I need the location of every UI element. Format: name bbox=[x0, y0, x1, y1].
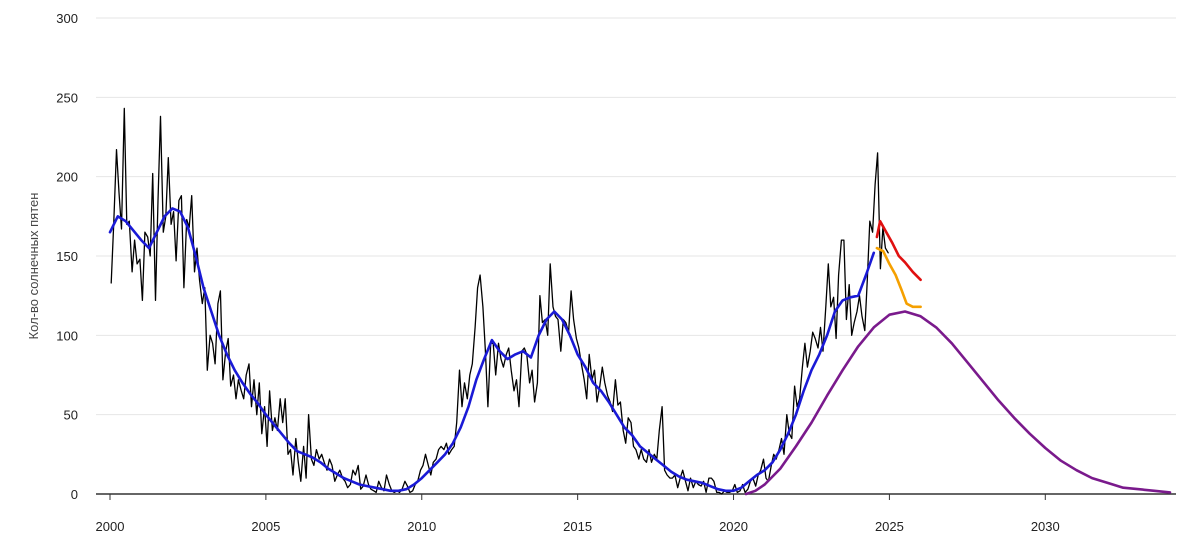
series-prediction-orange-line bbox=[875, 246, 922, 309]
series-smoothed-line bbox=[108, 207, 876, 493]
x-tick-label: 2020 bbox=[719, 519, 748, 534]
y-tick-label: 100 bbox=[56, 328, 78, 343]
series-lines bbox=[108, 107, 1172, 496]
x-tick-label: 2000 bbox=[96, 519, 125, 534]
y-axis-title: Кол-во солнечных пятен bbox=[26, 193, 41, 340]
series-monthly-line bbox=[110, 107, 889, 495]
x-tick-label: 2010 bbox=[407, 519, 436, 534]
y-tick-label: 250 bbox=[56, 90, 78, 105]
series-prediction-red-line bbox=[875, 219, 922, 282]
y-tick-label: 50 bbox=[64, 408, 78, 423]
grid-lines bbox=[96, 17, 1176, 416]
y-tick-label: 150 bbox=[56, 249, 78, 264]
y-tick-label: 200 bbox=[56, 170, 78, 185]
axes: 0 50 100 150 200 250 300 2000 2005 2010 2015 2020 20… bbox=[56, 11, 1176, 534]
x-tick-label: 2005 bbox=[251, 519, 280, 534]
x-tick-label: 2015 bbox=[563, 519, 592, 534]
y-tick-label: 300 bbox=[56, 11, 78, 26]
x-tick-label: 2025 bbox=[875, 519, 904, 534]
x-tick-label: 2030 bbox=[1031, 519, 1060, 534]
y-tick-label: 0 bbox=[71, 487, 78, 502]
series-prediction-purple-line bbox=[744, 310, 1172, 496]
